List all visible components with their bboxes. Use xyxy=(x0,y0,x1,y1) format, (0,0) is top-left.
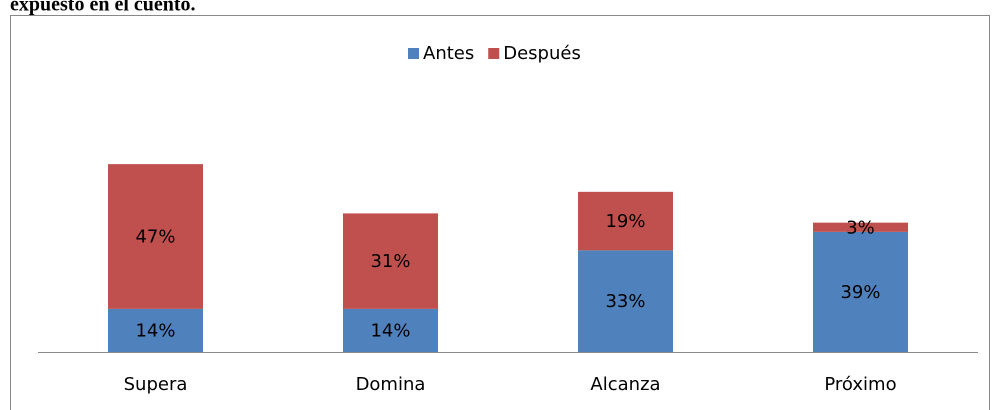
data-label: 14% xyxy=(135,320,175,341)
bar-segment xyxy=(578,191,673,251)
data-label: 14% xyxy=(370,320,410,341)
x-tick-label: Supera xyxy=(124,374,188,395)
bar-segment xyxy=(343,308,438,352)
data-label: 33% xyxy=(605,291,645,312)
data-label: 31% xyxy=(370,251,410,272)
chart-title: expuesto en el cuento. xyxy=(10,0,196,16)
bar-segment xyxy=(343,213,438,309)
bar-segment xyxy=(108,164,203,309)
bar-segment xyxy=(813,222,908,232)
data-label: 39% xyxy=(840,282,880,303)
bar-segment xyxy=(108,308,203,352)
data-label: 3% xyxy=(846,217,875,238)
bar-segment xyxy=(813,231,908,352)
legend-label: Después xyxy=(503,43,581,64)
x-tick-label: Próximo xyxy=(824,374,896,395)
data-label: 19% xyxy=(605,211,645,232)
legend-swatch xyxy=(408,48,419,59)
x-tick-label: Domina xyxy=(356,374,426,395)
x-tick-label: Alcanza xyxy=(590,374,660,395)
legend-label: Antes xyxy=(423,43,474,64)
legend-swatch xyxy=(488,48,500,59)
bar-segment xyxy=(578,250,673,352)
data-label: 47% xyxy=(135,227,175,248)
